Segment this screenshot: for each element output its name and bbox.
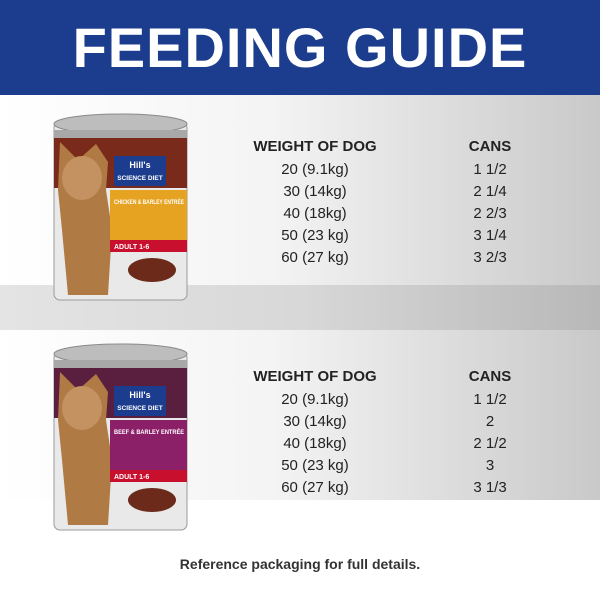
flavor: CHICKEN & BARLEY ENTRÉE: [114, 197, 184, 206]
brand: Hill's: [129, 390, 150, 400]
table-cell: 40 (18kg): [283, 435, 347, 452]
footer-note: Reference packaging for full details.: [179, 556, 421, 572]
table-cell: 30 (14kg): [283, 183, 347, 200]
food-bowl: [128, 258, 176, 282]
age: ADULT 1-6: [114, 244, 149, 251]
table-row: 60 (27 kg) 3 1/3: [240, 477, 560, 499]
feeding-table: WEIGHT OF DOG CANS 20 (9.1kg) 1 1/2 30 (14kg…: [240, 138, 560, 269]
table-cell: 2 1/2: [473, 435, 507, 452]
table-cell: 1 1/2: [473, 161, 507, 178]
table-cell: 1 1/2: [473, 391, 507, 408]
table-cell: 3 2/3: [473, 249, 507, 266]
brand: Hill's: [129, 160, 150, 170]
flavor: BEEF & BARLEY ENTRÉE: [114, 427, 185, 436]
title: FEEDING GUIDE: [72, 16, 528, 79]
age-band: [110, 240, 187, 252]
can: Hill's SCIENCE DIET CHICKEN & BARLEY ENTRÉ…: [53, 113, 188, 301]
table-cell: 2 1/4: [473, 183, 507, 200]
product-line: SCIENCE DIET: [117, 175, 163, 182]
can-top-rim: [54, 360, 187, 368]
dog-face: [62, 156, 102, 200]
flavor-panel: [110, 190, 187, 240]
table-row: 20 (9.1kg) 1 1/2: [240, 159, 560, 181]
logo-box: [114, 156, 166, 186]
table-cell: 50 (23 kg): [281, 457, 349, 474]
table-cell: 60 (27 kg): [281, 249, 349, 266]
header-row: WEIGHT OF DOG CANS: [240, 138, 560, 159]
table-cell: 40 (18kg): [283, 205, 347, 222]
column-header: WEIGHT OF DOG: [253, 138, 377, 155]
flavor-panel: [110, 420, 187, 470]
table-row: 30 (14kg) 2: [240, 411, 560, 433]
header: FEEDING GUIDE: [0, 0, 600, 95]
table-cell: 2 2/3: [473, 205, 507, 222]
table-row: 40 (18kg) 2 1/2: [240, 433, 560, 455]
table-row: 20 (9.1kg) 1 1/2: [240, 389, 560, 411]
table-row: 50 (23 kg) 3: [240, 455, 560, 477]
food-bowl: [128, 488, 176, 512]
table-cell: 30 (14kg): [283, 413, 347, 430]
logo-box: [114, 386, 166, 416]
table-cell: 3: [485, 457, 495, 474]
column-header: CANS: [468, 138, 512, 155]
table-row: 60 (27 kg) 3 2/3: [240, 247, 560, 269]
column-header: WEIGHT OF DOG: [253, 368, 377, 385]
header-row: WEIGHT OF DOG CANS: [240, 368, 560, 389]
column-header: CANS: [468, 368, 512, 385]
product-panel: Hill's SCIENCE DIET BEEF & BARLEY ENTRÉE AD…: [0, 330, 600, 531]
table-cell: 50 (23 kg): [281, 227, 349, 244]
age: ADULT 1-6: [114, 474, 149, 481]
table-cell: 20 (9.1kg): [281, 161, 349, 178]
can-top-rim: [54, 130, 187, 138]
table-cell: 20 (9.1kg): [281, 391, 349, 408]
table-cell: 2: [485, 413, 495, 430]
age-band: [110, 470, 187, 482]
table-row: 40 (18kg) 2 2/3: [240, 203, 560, 225]
table-row: 50 (23 kg) 3 1/4: [240, 225, 560, 247]
dog-face: [62, 386, 102, 430]
product-panel: Hill's SCIENCE DIET CHICKEN & BARLEY ENTRÉ…: [0, 100, 600, 301]
table-cell: 3 1/3: [473, 479, 507, 496]
can: Hill's SCIENCE DIET BEEF & BARLEY ENTRÉE AD…: [53, 343, 188, 531]
product-line: SCIENCE DIET: [117, 405, 163, 412]
table-cell: 60 (27 kg): [281, 479, 349, 496]
table-cell: 3 1/4: [473, 227, 507, 244]
table-row: 30 (14kg) 2 1/4: [240, 181, 560, 203]
feeding-table: WEIGHT OF DOG CANS 20 (9.1kg) 1 1/2 30 (14kg…: [240, 368, 560, 499]
